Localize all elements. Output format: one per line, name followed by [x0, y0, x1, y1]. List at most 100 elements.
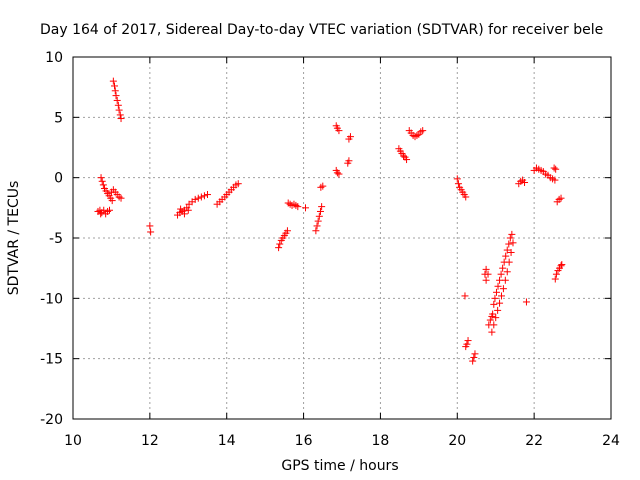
data-point	[276, 240, 284, 248]
data-point	[317, 183, 325, 191]
data-point	[522, 298, 530, 306]
data-point	[98, 177, 106, 185]
data-point	[551, 275, 559, 283]
data-point	[454, 180, 462, 188]
data-point	[499, 285, 507, 293]
y-tick-label: -10	[40, 291, 63, 307]
data-point	[177, 205, 185, 213]
data-point	[419, 127, 427, 135]
data-point	[292, 201, 300, 209]
data-point	[146, 222, 154, 230]
data-point	[318, 203, 326, 211]
data-point	[506, 234, 514, 242]
data-point	[191, 195, 199, 203]
x-tick-label: 14	[218, 433, 236, 449]
data-point	[488, 328, 496, 336]
data-point	[453, 175, 461, 183]
data-point	[494, 306, 502, 314]
data-point	[463, 340, 471, 348]
data-point	[204, 191, 211, 199]
data-point	[314, 217, 322, 225]
grid-lines	[73, 57, 611, 419]
data-point	[499, 264, 507, 272]
data-point	[470, 353, 478, 361]
x-tick-label: 18	[372, 433, 390, 449]
data-point	[180, 210, 188, 218]
data-point	[200, 192, 208, 200]
data-point	[551, 176, 559, 184]
x-tick-label: 12	[141, 433, 159, 449]
data-point	[497, 270, 505, 278]
data-point	[115, 106, 123, 114]
data-point	[108, 197, 116, 205]
data-point	[111, 87, 119, 95]
data-point	[113, 96, 121, 104]
x-tick-label: 22	[525, 433, 543, 449]
data-point	[490, 300, 498, 308]
data-point	[489, 310, 497, 318]
data-point	[197, 193, 205, 201]
data-point	[275, 244, 283, 252]
x-tick-label: 10	[64, 433, 82, 449]
data-point	[335, 170, 343, 178]
data-point	[508, 230, 516, 238]
x-tick-label: 16	[295, 433, 313, 449]
y-tick-label: -15	[40, 352, 63, 368]
data-point	[497, 292, 505, 300]
x-tick-label: 24	[602, 433, 620, 449]
data-point	[403, 156, 411, 164]
data-point	[312, 227, 320, 235]
data-point	[486, 316, 494, 324]
data-point	[283, 227, 291, 235]
data-point	[184, 206, 192, 214]
data-point	[471, 350, 479, 358]
data-point	[316, 207, 324, 215]
data-point	[345, 157, 353, 165]
data-point	[469, 357, 477, 365]
data-point	[557, 262, 565, 270]
data-point	[550, 164, 558, 172]
data-point	[301, 204, 309, 212]
data-point	[112, 92, 120, 100]
data-point	[507, 248, 515, 256]
data-point	[505, 240, 513, 248]
y-tick-label: 10	[45, 50, 63, 66]
data-point	[558, 261, 566, 269]
data-point	[99, 181, 107, 189]
data-point	[490, 321, 498, 329]
data-points	[94, 77, 566, 365]
data-point	[194, 194, 202, 202]
data-point	[97, 174, 105, 182]
data-point	[462, 193, 470, 201]
data-point	[294, 203, 302, 211]
data-point	[346, 133, 354, 141]
data-point	[557, 194, 565, 202]
data-point	[503, 246, 511, 254]
data-point	[106, 206, 114, 214]
data-point	[482, 276, 490, 284]
data-point	[491, 294, 499, 302]
data-point	[399, 152, 407, 160]
data-point	[492, 288, 500, 296]
data-point	[234, 180, 242, 188]
data-point	[494, 282, 502, 290]
data-point	[116, 111, 124, 119]
data-point	[502, 252, 510, 260]
data-point	[464, 337, 472, 345]
data-point	[333, 169, 341, 177]
data-point	[313, 222, 321, 230]
y-tick-label: 0	[54, 171, 63, 187]
data-point	[482, 265, 490, 273]
data-point	[509, 239, 517, 247]
data-point	[505, 258, 513, 266]
data-point	[117, 194, 125, 202]
data-point	[109, 77, 117, 85]
data-point	[111, 82, 119, 90]
chart-title: Day 164 of 2017, Sidereal Day-to-day VTE…	[40, 22, 603, 38]
x-axis-label: GPS time / hours	[281, 458, 398, 474]
data-point	[319, 182, 327, 190]
data-point	[147, 228, 155, 236]
y-tick-label: 5	[54, 110, 63, 126]
data-point	[552, 165, 560, 173]
